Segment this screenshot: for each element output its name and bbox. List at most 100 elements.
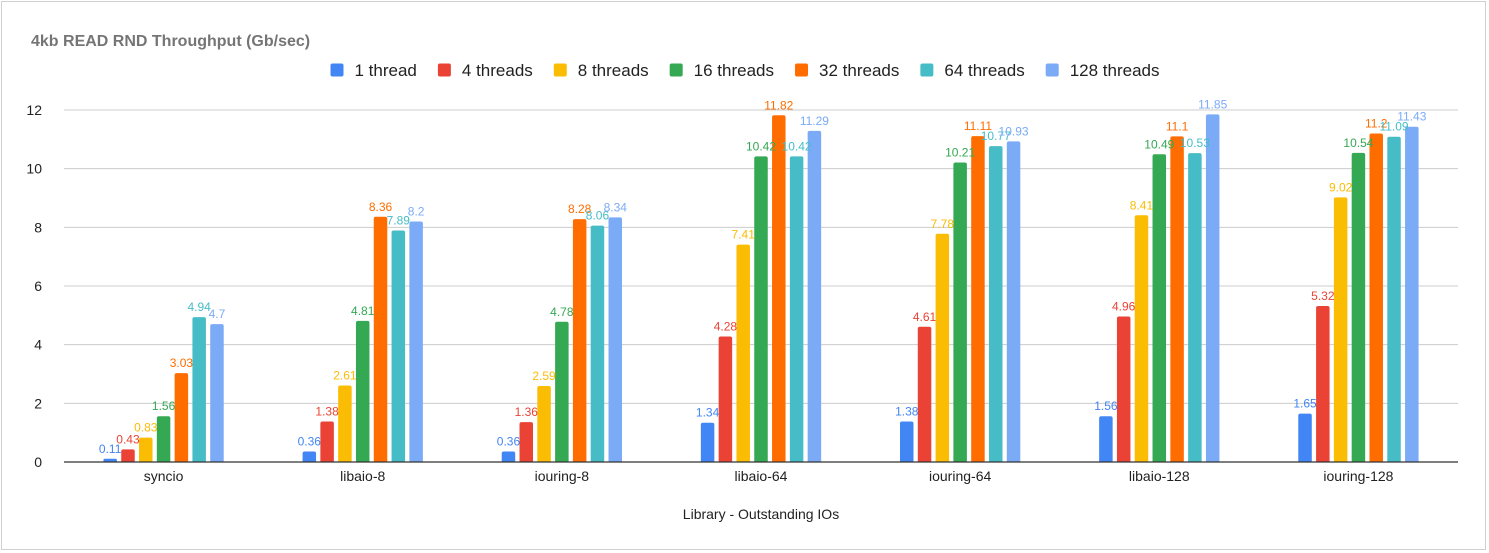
y-tick-label: 10 <box>26 161 42 177</box>
x-axis: syncio libaio-8 iouring-8 libaio-64 iouring-… <box>64 461 1458 484</box>
bar <box>1006 141 1021 463</box>
bar <box>1316 305 1330 462</box>
data-label: 1.65 <box>1293 397 1317 411</box>
data-label: 2.61 <box>333 368 357 382</box>
bar <box>700 422 715 462</box>
bar <box>953 162 967 463</box>
x-tick-label: iouring-64 <box>929 468 991 484</box>
bar <box>1116 316 1131 462</box>
bar <box>1405 126 1419 462</box>
bar <box>174 373 189 462</box>
bar <box>373 216 388 462</box>
bar <box>192 317 206 462</box>
data-label: 4.78 <box>550 305 574 319</box>
bar <box>139 437 153 462</box>
bar <box>1387 136 1401 462</box>
legend-label: 1 thread <box>355 61 417 80</box>
bar <box>1099 416 1113 462</box>
y-tick-label: 2 <box>34 395 42 411</box>
legend-swatch <box>1045 63 1059 77</box>
bar <box>718 336 733 462</box>
legend-label: 64 threads <box>944 61 1024 80</box>
x-tick-label: syncio <box>144 468 184 484</box>
bar <box>971 136 985 462</box>
y-tick-label: 12 <box>26 102 42 118</box>
data-label: 1.56 <box>152 399 176 413</box>
data-label: 1.36 <box>515 405 539 419</box>
bar <box>210 324 224 462</box>
bar <box>1298 413 1312 462</box>
data-label: 9.02 <box>1329 180 1353 194</box>
data-label: 11.09 <box>1379 120 1408 134</box>
data-label: 1.38 <box>315 405 339 419</box>
bar <box>555 321 569 462</box>
bar <box>391 230 406 462</box>
bar <box>1170 136 1184 462</box>
legend-label: 4 threads <box>462 61 533 80</box>
data-label: 11.29 <box>800 114 829 128</box>
data-label: 10.49 <box>1144 137 1174 151</box>
data-label: 11.85 <box>1198 97 1227 111</box>
bar <box>338 385 352 462</box>
data-label: 10.93 <box>999 124 1029 138</box>
data-label: 11.11 <box>964 119 993 133</box>
bar <box>1205 114 1220 463</box>
x-tick-label: iouring-8 <box>535 468 590 484</box>
legend-swatch <box>553 63 567 77</box>
x-tick-label: libaio-128 <box>1129 468 1190 484</box>
bar <box>121 449 135 462</box>
bar <box>917 326 932 462</box>
x-tick-label: iouring-128 <box>1323 468 1393 484</box>
data-label: 4.81 <box>351 304 375 318</box>
legend-swatch <box>437 63 451 77</box>
data-label: 11.1 <box>1166 119 1189 133</box>
y-tick-label: 6 <box>34 278 42 294</box>
bar <box>789 156 804 462</box>
data-label: 1.56 <box>1094 399 1118 413</box>
data-label: 1.34 <box>696 406 720 420</box>
legend-swatch <box>669 63 683 77</box>
bar <box>807 130 822 462</box>
data-label: 10.42 <box>782 139 812 153</box>
legend-label: 16 threads <box>694 61 774 80</box>
data-label: 8.36 <box>369 200 393 214</box>
bar <box>103 458 117 462</box>
data-label: 11.2 <box>1365 116 1388 130</box>
bar <box>1333 197 1348 462</box>
legend-swatch <box>920 63 934 77</box>
bar <box>501 451 516 462</box>
legend: 1 thread 4 threads 8 threads 16 threads 32 t… <box>330 61 1160 80</box>
x-axis-title: Library - Outstanding IOs <box>683 506 839 522</box>
data-label: 1.38 <box>895 405 919 419</box>
data-label: 0.36 <box>298 434 322 448</box>
data-label: 7.89 <box>387 214 411 228</box>
bar <box>1351 152 1366 462</box>
data-label: 8.06 <box>586 209 610 223</box>
bar <box>355 320 370 462</box>
bar <box>572 219 587 462</box>
legend-label: 128 threads <box>1070 61 1160 80</box>
bar <box>988 146 1003 462</box>
data-label: 8.28 <box>568 202 592 216</box>
data-label: 0.11 <box>99 442 122 456</box>
data-labels: 0.11 0.36 0.36 1.34 1.38 1.56 1.65 0.43 1.38 1.36… <box>99 97 1427 455</box>
bars <box>103 114 1419 463</box>
bar <box>519 422 534 462</box>
legend-label: 8 threads <box>578 61 649 80</box>
chart-title: 4kb READ RND Throughput (Gb/sec) <box>31 33 310 50</box>
bar <box>156 416 171 462</box>
data-label: 7.78 <box>931 217 955 231</box>
data-label: 8.2 <box>408 204 425 218</box>
data-label: 10.54 <box>1343 136 1373 150</box>
bar <box>899 421 914 462</box>
data-label: 4.28 <box>714 319 738 333</box>
bar <box>608 217 623 462</box>
x-tick-label: libaio-64 <box>735 468 788 484</box>
legend-swatch <box>330 63 344 77</box>
data-label: 11.82 <box>764 98 793 112</box>
data-label: 8.34 <box>604 200 628 214</box>
bar <box>1188 153 1202 462</box>
data-label: 8.41 <box>1130 198 1154 212</box>
data-label: 10.77 <box>981 129 1011 143</box>
data-label: 3.03 <box>170 356 194 370</box>
